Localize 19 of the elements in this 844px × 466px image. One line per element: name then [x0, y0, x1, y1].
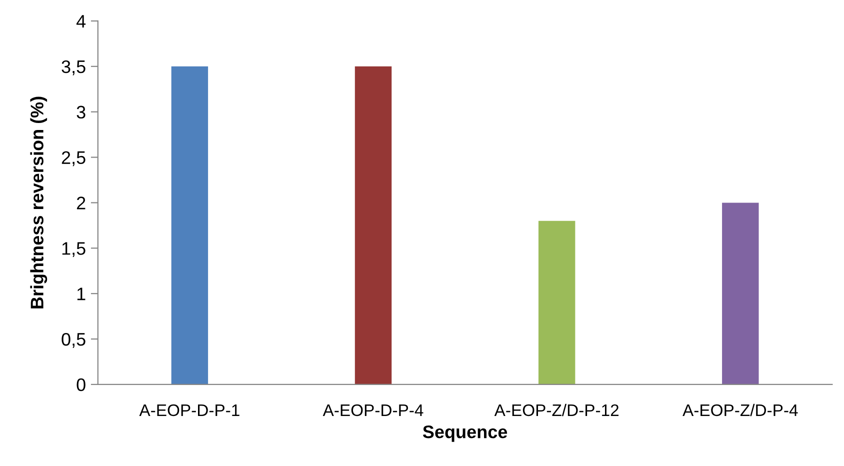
- bar: [354, 66, 392, 384]
- y-tick-label: 2: [76, 196, 86, 210]
- x-tick-label: A-EOP-Z/D-P-12: [494, 404, 618, 416]
- bar: [538, 220, 576, 384]
- y-tick-label: 4: [76, 15, 86, 28]
- x-tick-label: A-EOP-Z/D-P-4: [682, 404, 798, 416]
- y-tick-label: 1: [77, 288, 86, 300]
- y-tick-label: 3,5: [62, 60, 86, 76]
- x-axis-title: Sequence: [422, 425, 508, 442]
- x-tick-label: A-EOP-D-P-1: [139, 404, 240, 416]
- x-tick-label: A-EOP-D-P-4: [322, 404, 424, 416]
- y-tick-label: 1,5: [62, 242, 86, 257]
- y-axis-title: Brightness reversion (%): [30, 96, 48, 308]
- bar: [722, 202, 759, 384]
- bar: [171, 66, 208, 384]
- y-tick-label: 0,5: [62, 332, 86, 348]
- y-tick-label: 3: [76, 106, 86, 119]
- y-tick-label: 2,5: [62, 151, 86, 166]
- y-tick-label: 0: [76, 378, 86, 392]
